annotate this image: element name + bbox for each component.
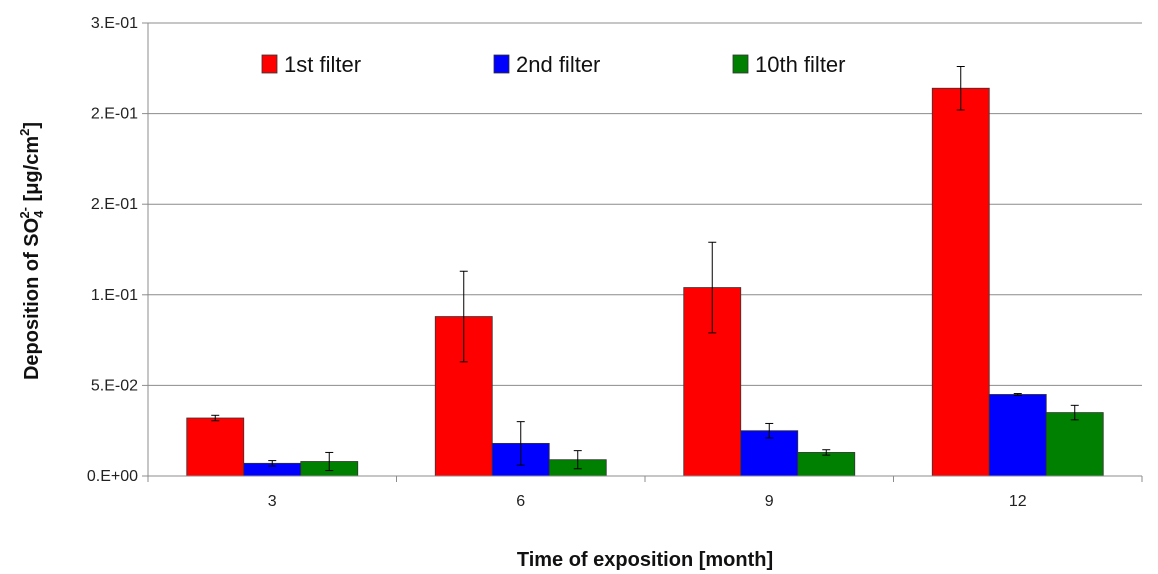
y-axis-title-sup2: 2 [17,129,32,136]
y-tick-label: 1.E-01 [91,287,138,304]
x-tick-label: 3 [268,493,277,510]
x-tick-label: 6 [516,493,525,510]
bar [186,417,245,477]
legend-label: 10th filter [755,52,846,77]
bar [931,87,990,477]
x-tick-label: 12 [1009,493,1027,510]
y-tick-label: 2.E-01 [91,196,138,213]
x-tick-label: 9 [765,493,774,510]
legend-label: 2nd filter [516,52,600,77]
y-axis-title-mid: [μg/cm [21,136,43,207]
y-tick-label: 3.E-01 [91,15,138,32]
legend-label: 1st filter [284,52,361,77]
x-axis: 3 6 9 12 [147,23,1143,510]
legend-swatch [732,54,749,74]
legend: 1st filter 2nd filter 10th filter [261,52,846,77]
gridlines [148,22,1142,386]
error-bars [211,65,1079,472]
legend-swatch [261,54,278,74]
y-tick-label: 0.E+00 [87,468,138,485]
y-axis-title-suffix: ] [21,122,43,129]
y-axis-ticks: 0.E+00 5.E-02 1.E-01 2.E-01 2.E-01 3.E-01 [87,15,148,485]
bar [988,394,1047,477]
bar [797,452,856,477]
bar [1045,412,1104,477]
bars [186,87,1104,477]
y-axis-title-prefix: Deposition of SO [21,218,43,380]
legend-swatch [493,54,510,74]
y-axis-title: Deposition of SO42- [μg/cm2] [17,122,46,380]
x-axis-title: Time of exposition [month] [517,549,773,571]
y-tick-label: 5.E-02 [91,377,138,394]
y-axis-title-sup: 2- [17,207,32,219]
y-axis-title-sub: 4 [31,210,46,218]
y-tick-label: 2.E-01 [91,106,138,123]
